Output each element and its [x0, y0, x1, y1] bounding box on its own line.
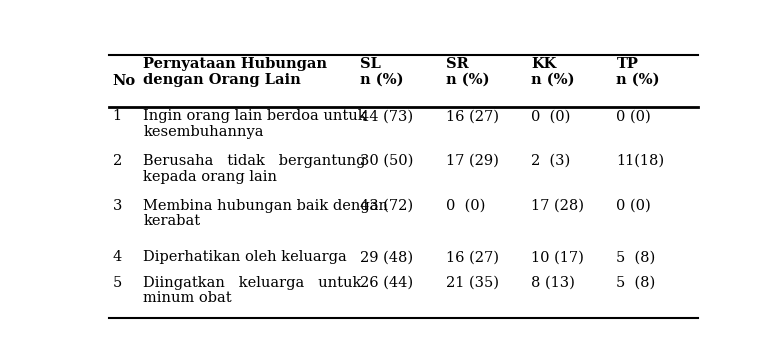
Text: SL: SL [360, 58, 381, 71]
Text: SR: SR [445, 58, 468, 71]
Text: Diperhatikan oleh keluarga: Diperhatikan oleh keluarga [143, 250, 347, 265]
Text: 4: 4 [113, 250, 122, 265]
Text: 0 (0): 0 (0) [616, 199, 652, 213]
Text: TP: TP [616, 58, 638, 71]
Text: 43 (72): 43 (72) [360, 199, 413, 213]
Text: kesembuhannya: kesembuhannya [143, 125, 263, 139]
Text: 5  (8): 5 (8) [616, 276, 655, 290]
Text: 5  (8): 5 (8) [616, 250, 655, 265]
Text: 44 (73): 44 (73) [360, 110, 413, 123]
Text: Diingatkan   keluarga   untuk: Diingatkan keluarga untuk [143, 276, 361, 290]
Text: 16 (27): 16 (27) [445, 250, 499, 265]
Text: n (%): n (%) [531, 73, 575, 87]
Text: 0  (0): 0 (0) [531, 110, 571, 123]
Text: n (%): n (%) [445, 73, 489, 87]
Text: 2  (3): 2 (3) [531, 154, 570, 168]
Text: 30 (50): 30 (50) [360, 154, 413, 168]
Text: 17 (28): 17 (28) [531, 199, 584, 213]
Text: 8 (13): 8 (13) [531, 276, 575, 290]
Text: 29 (48): 29 (48) [360, 250, 413, 265]
Text: 17 (29): 17 (29) [445, 154, 499, 168]
Text: 21 (35): 21 (35) [445, 276, 499, 290]
Text: 16 (27): 16 (27) [445, 110, 499, 123]
Text: Membina hubungan baik dengan: Membina hubungan baik dengan [143, 199, 388, 213]
Text: n (%): n (%) [616, 73, 660, 87]
Text: 1: 1 [113, 110, 122, 123]
Text: 5: 5 [113, 276, 122, 290]
Text: kerabat: kerabat [143, 214, 201, 228]
Text: 10 (17): 10 (17) [531, 250, 584, 265]
Text: 2: 2 [113, 154, 122, 168]
Text: Berusaha   tidak   bergantung: Berusaha tidak bergantung [143, 154, 365, 168]
Text: Ingin orang lain berdoa untuk: Ingin orang lain berdoa untuk [143, 110, 367, 123]
Text: 11(18): 11(18) [616, 154, 665, 168]
Text: kepada orang lain: kepada orang lain [143, 170, 278, 183]
Text: KK: KK [531, 58, 557, 71]
Text: 26 (44): 26 (44) [360, 276, 413, 290]
Text: 0  (0): 0 (0) [445, 199, 485, 213]
Text: No: No [113, 74, 136, 88]
Text: n (%): n (%) [360, 73, 404, 87]
Text: minum obat: minum obat [143, 292, 232, 305]
Text: 3: 3 [113, 199, 122, 213]
Text: dengan Orang Lain: dengan Orang Lain [143, 73, 301, 87]
Text: 0 (0): 0 (0) [616, 110, 652, 123]
Text: Pernyataan Hubungan: Pernyataan Hubungan [143, 58, 327, 71]
